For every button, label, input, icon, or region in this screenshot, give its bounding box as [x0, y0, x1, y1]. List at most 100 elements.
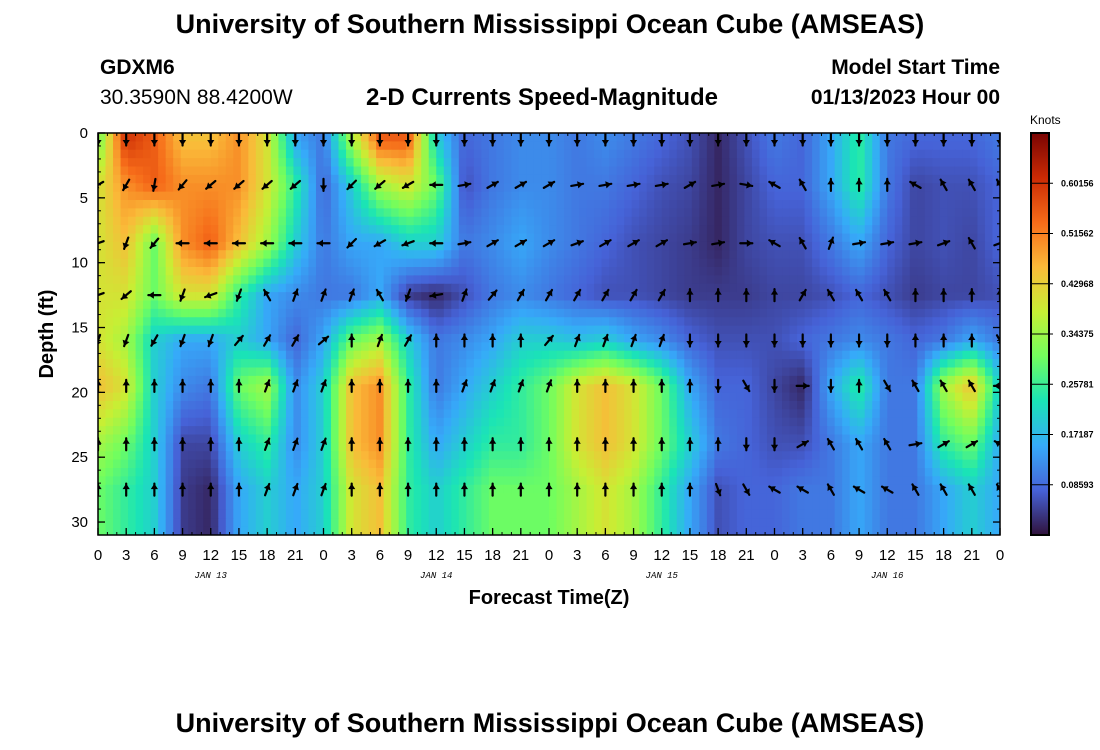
heatmap-cell	[323, 158, 332, 168]
heatmap-cell	[225, 292, 234, 302]
heatmap-cell	[225, 258, 234, 268]
heatmap-cell	[624, 225, 633, 235]
heatmap-cell	[549, 392, 558, 402]
heatmap-cell	[992, 133, 1000, 142]
heatmap-cell	[609, 241, 618, 251]
heatmap-cell	[804, 434, 813, 444]
heatmap-cell	[789, 208, 798, 218]
heatmap-cell	[947, 392, 956, 402]
heatmap-cell	[113, 250, 122, 260]
heatmap-cell	[954, 334, 964, 343]
heatmap-cell	[804, 367, 813, 377]
heatmap-cell	[458, 342, 467, 352]
heatmap-cell	[661, 158, 670, 168]
heatmap-cell	[669, 459, 678, 469]
heatmap-cell	[969, 350, 979, 360]
heatmap-cell	[398, 442, 407, 452]
heatmap-cell	[398, 225, 407, 235]
heatmap-cell	[744, 317, 753, 327]
heatmap-cell	[526, 325, 535, 335]
heatmap-cell	[488, 191, 497, 201]
heatmap-cell	[669, 141, 678, 151]
heatmap-cell	[300, 208, 310, 218]
heatmap-cell	[594, 308, 603, 318]
heatmap-cell	[902, 384, 911, 394]
heatmap-cell	[939, 300, 948, 310]
heatmap-cell	[300, 183, 310, 193]
heatmap-cell	[511, 451, 520, 461]
heatmap-cell	[939, 317, 948, 327]
heatmap-cell	[458, 241, 467, 251]
heatmap-cell	[443, 434, 452, 444]
heatmap-cell	[240, 158, 249, 168]
heatmap-cell	[909, 208, 918, 218]
heatmap-cell	[766, 258, 776, 268]
heatmap-cell	[864, 401, 873, 410]
heatmap-cell	[887, 342, 896, 352]
heatmap-cell	[782, 317, 791, 327]
heatmap-cell	[518, 384, 528, 394]
heatmap-cell	[887, 250, 896, 260]
heatmap-cell	[488, 258, 497, 268]
heatmap-cell	[857, 225, 866, 235]
heatmap-cell	[661, 434, 670, 444]
heatmap-cell	[684, 191, 693, 201]
heatmap-cell	[158, 392, 167, 402]
heatmap-cell	[225, 317, 234, 327]
heatmap-cell	[293, 216, 302, 226]
heatmap-cell	[736, 367, 746, 377]
heatmap-cell	[481, 141, 490, 151]
heatmap-cell	[105, 275, 114, 285]
heatmap-cell	[180, 250, 189, 260]
heatmap-cell	[564, 191, 573, 201]
heatmap-cell	[864, 451, 873, 461]
heatmap-cell	[421, 267, 430, 276]
heatmap-cell	[661, 216, 670, 226]
heatmap-cell	[458, 459, 467, 469]
heatmap-cell	[188, 342, 197, 352]
heatmap-cell	[398, 468, 407, 477]
heatmap-cell	[917, 133, 926, 142]
heatmap-cell	[135, 384, 144, 394]
heatmap-cell	[285, 191, 295, 201]
heatmap-cell	[240, 401, 249, 410]
heatmap-cell	[549, 174, 558, 184]
heatmap-cell	[744, 200, 753, 209]
heatmap-cell	[481, 267, 490, 276]
heatmap-cell	[353, 476, 362, 486]
heatmap-cell	[624, 141, 633, 151]
heatmap-cell	[954, 208, 964, 218]
heatmap-cell	[932, 459, 941, 469]
heatmap-cell	[879, 133, 888, 142]
heatmap-cell	[579, 317, 588, 327]
heatmap-cell	[751, 325, 761, 335]
heatmap-cell	[676, 250, 685, 260]
heatmap-cell	[466, 468, 475, 477]
heatmap-cell	[526, 200, 535, 209]
heatmap-cell	[203, 141, 212, 151]
heatmap-cell	[827, 468, 836, 477]
heatmap-cell	[353, 392, 362, 402]
heatmap-cell	[684, 359, 693, 369]
heatmap-cell	[932, 308, 941, 318]
heatmap-cell	[225, 409, 234, 419]
heatmap-cell	[225, 233, 234, 243]
heatmap-cell	[819, 334, 828, 343]
heatmap-cell	[533, 258, 543, 268]
heatmap-cell	[270, 250, 279, 260]
heatmap-cell	[331, 401, 340, 410]
heatmap-cell	[376, 451, 385, 461]
heatmap-cell	[308, 451, 317, 461]
heatmap-cell	[188, 174, 197, 184]
heatmap-cell	[932, 233, 941, 243]
heatmap-cell	[248, 426, 257, 436]
heatmap-cell	[263, 317, 272, 327]
heatmap-cell	[473, 476, 482, 486]
heatmap-cell	[255, 258, 264, 268]
heatmap-cell	[143, 166, 152, 176]
heatmap-cell	[421, 334, 430, 343]
heatmap-cell	[827, 241, 836, 251]
heatmap-cell	[571, 191, 580, 201]
heatmap-cell	[391, 417, 400, 427]
heatmap-cell	[338, 367, 347, 377]
